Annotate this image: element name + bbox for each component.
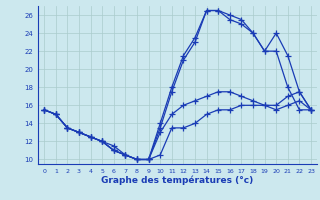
X-axis label: Graphe des températures (°c): Graphe des températures (°c) [101, 175, 254, 185]
